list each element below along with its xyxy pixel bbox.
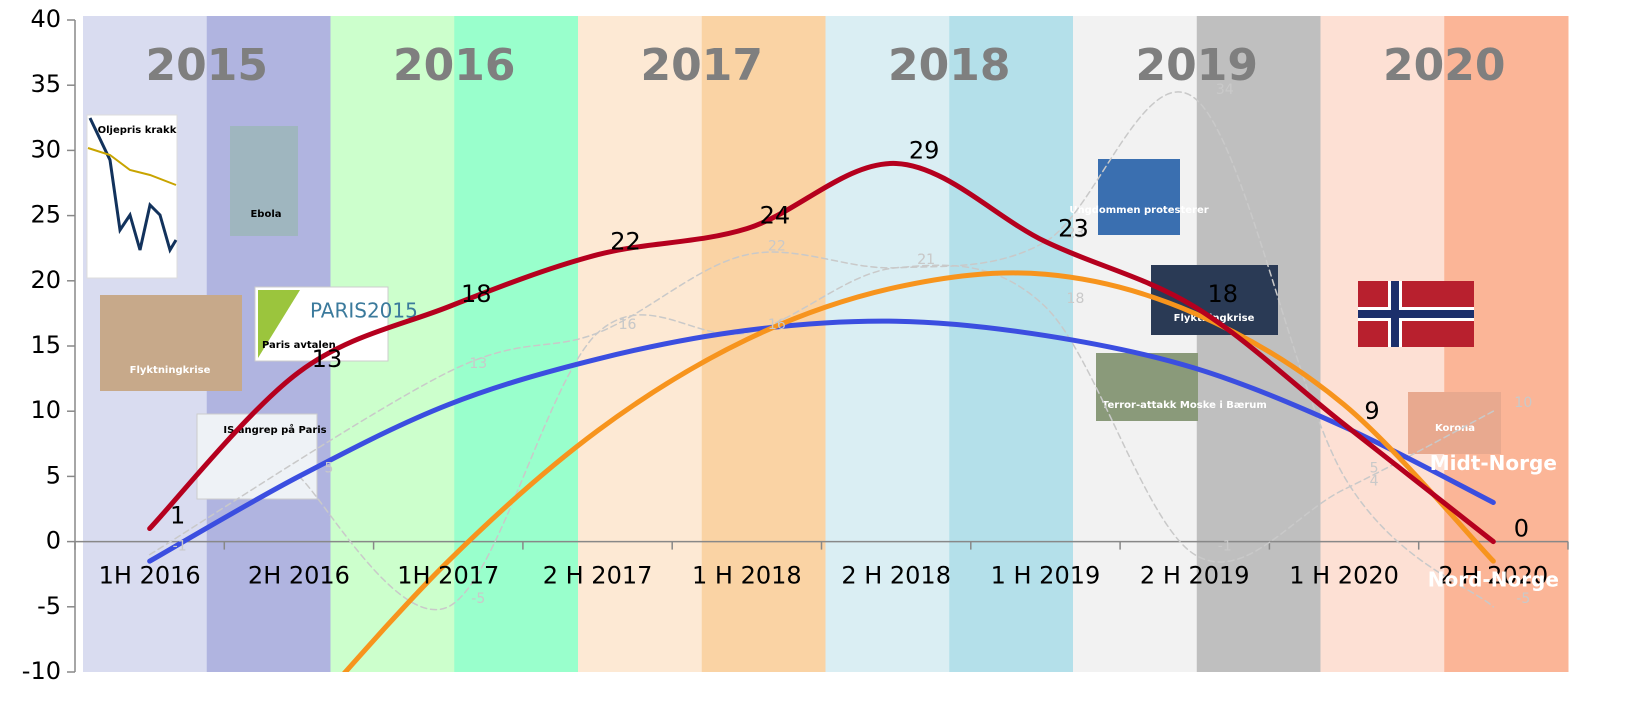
y-tick-label: 10	[30, 396, 61, 424]
data-label: 29	[909, 136, 940, 164]
y-tick-label: 25	[30, 201, 61, 229]
y-tick-label: -10	[22, 657, 61, 685]
x-tick-label: 2 H 2019	[1140, 562, 1250, 590]
x-tick-label: 2 H 2018	[841, 562, 951, 590]
year-label: 2019	[1136, 40, 1258, 91]
data-label: 13	[469, 356, 487, 372]
event-image: PARIS2015	[310, 299, 418, 323]
x-tick-label: 2H 2016	[248, 562, 350, 590]
y-tick-label: 0	[46, 527, 61, 555]
y-tick-label: 35	[30, 70, 61, 98]
year-label: 2015	[146, 40, 268, 91]
event-image	[1358, 310, 1474, 318]
year-label: 2018	[888, 40, 1010, 91]
data-label: 22	[768, 239, 786, 255]
event-caption: Ungdommen protesterer	[1069, 205, 1208, 216]
data-label: 13	[312, 345, 343, 373]
data-label: 0	[1514, 515, 1529, 543]
event-caption: Terror-attakk Moske i Bærum	[1102, 400, 1267, 411]
event-image	[100, 295, 242, 391]
x-tick-label: 1 H 2019	[991, 562, 1101, 590]
y-tick-label: 40	[30, 5, 61, 33]
data-label: 16	[619, 317, 637, 333]
x-tick-label: 1H 2016	[99, 562, 201, 590]
y-tick-label: 30	[30, 135, 61, 163]
event-caption: Oljepris krakk	[98, 125, 177, 136]
data-label: 34	[1216, 82, 1234, 98]
data-label: 1	[170, 502, 185, 530]
y-tick-label: 20	[30, 266, 61, 294]
data-label: 5	[324, 460, 333, 476]
data-label: -5	[1516, 591, 1530, 607]
data-label: 18	[461, 280, 492, 308]
chart: 201520162017201820192020 -10-50510152025…	[0, 0, 1627, 710]
x-tick-label: 1 H 2020	[1289, 562, 1399, 590]
x-tick-label: 1H 2017	[397, 562, 499, 590]
x-tick-label: 1 H 2018	[692, 562, 802, 590]
year-label: 2017	[641, 40, 763, 91]
year-label: 2016	[393, 40, 515, 91]
data-label: 18	[1067, 291, 1085, 307]
data-label: 24	[760, 202, 791, 230]
data-label: 10	[1514, 395, 1532, 411]
series-name: Nord-Norge	[1428, 568, 1559, 592]
data-label: 21	[917, 252, 935, 268]
data-label: 18	[1207, 280, 1238, 308]
event-caption: Ebola	[250, 209, 281, 220]
y-tick-label: 5	[46, 461, 61, 489]
data-label: -1	[1218, 539, 1232, 555]
y-tick-label: -5	[37, 592, 61, 620]
data-label: -1	[173, 539, 187, 555]
x-tick-label: 2 H 2017	[543, 562, 653, 590]
event-caption: Flyktningkrise	[130, 365, 211, 376]
data-label: 23	[1058, 215, 1089, 243]
year-label: 2020	[1383, 40, 1505, 91]
data-label: -5	[471, 591, 485, 607]
data-label: 9	[1364, 397, 1379, 425]
data-label: 16	[768, 317, 786, 333]
series-name: Midt-Norge	[1430, 451, 1557, 475]
data-label: 4	[1370, 473, 1379, 489]
event-image	[1098, 159, 1180, 235]
data-label: 22	[610, 228, 641, 256]
y-tick-label: 15	[30, 331, 61, 359]
